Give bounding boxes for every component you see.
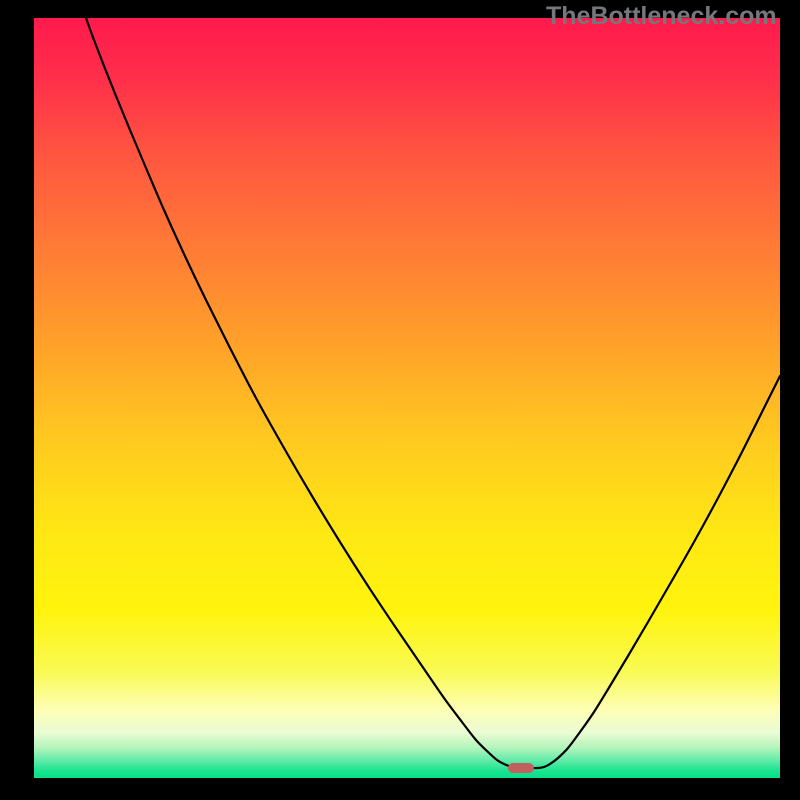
optimal-point-marker: [508, 763, 534, 773]
chart-container: TheBottleneck.com: [0, 0, 800, 800]
plot-background: [34, 18, 780, 778]
bottleneck-chart: [0, 0, 800, 800]
watermark-text: TheBottleneck.com: [546, 2, 777, 31]
